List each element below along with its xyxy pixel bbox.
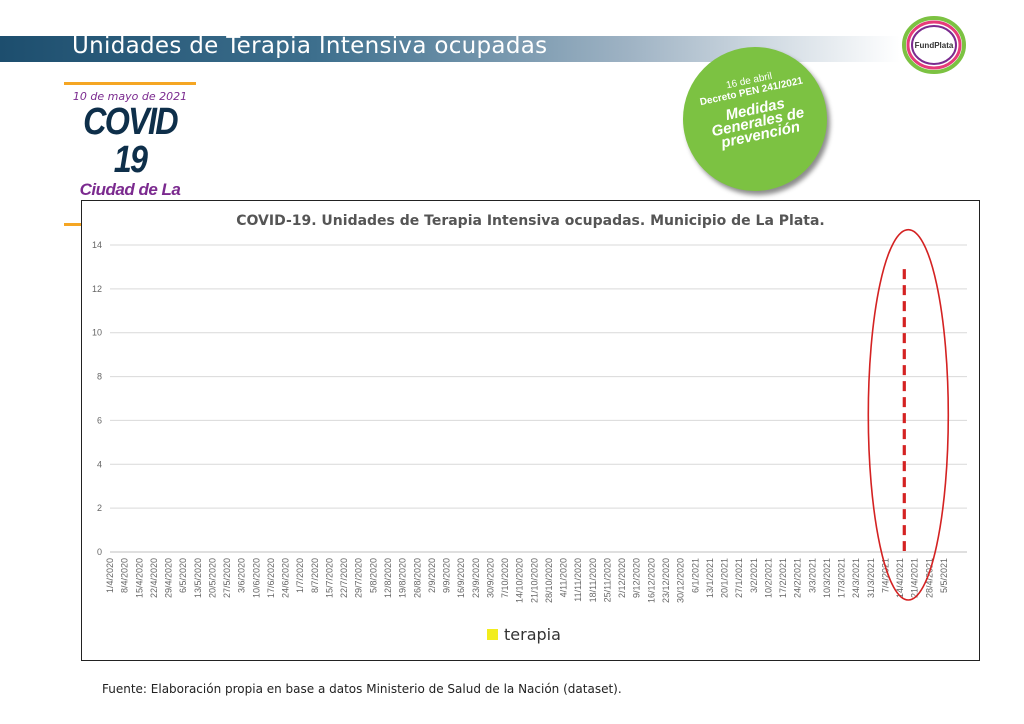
x-tick-label: 20/5/2020	[207, 558, 217, 598]
x-tick-label: 8/4/2020	[120, 558, 130, 593]
x-tick-label: 6/5/2020	[178, 558, 188, 593]
x-tick-label: 16/9/2020	[456, 558, 466, 598]
x-tick-label: 20/1/2021	[720, 558, 730, 598]
x-tick-label: 30/12/2020	[676, 558, 686, 603]
footer-source: Fuente: Elaboración propia en base a dat…	[102, 682, 622, 696]
report-date: 10 de mayo de 2021	[72, 90, 188, 103]
x-tick-label: 30/9/2020	[485, 558, 495, 598]
y-tick-label: 8	[97, 372, 102, 382]
x-tick-label: 14/4/2021	[895, 558, 905, 598]
x-tick-label: 3/2/2021	[749, 558, 759, 593]
x-tick-label: 15/7/2020	[324, 558, 334, 598]
y-tick-label: 10	[92, 328, 102, 338]
y-tick-label: 14	[92, 240, 102, 250]
x-tick-label: 13/1/2021	[705, 558, 715, 598]
decree-circle: 16 de abril Decreto PEN 241/2021 Medidas…	[683, 47, 827, 191]
x-tick-label: 1/7/2020	[295, 558, 305, 593]
x-tick-label: 23/9/2020	[471, 558, 481, 598]
x-tick-label: 6/1/2021	[690, 558, 700, 593]
x-tick-label: 12/8/2020	[383, 558, 393, 598]
x-tick-label: 21/4/2021	[910, 558, 920, 598]
x-tick-label: 17/3/2021	[837, 558, 847, 598]
x-tick-label: 17/2/2021	[778, 558, 788, 598]
x-tick-label: 10/3/2021	[822, 558, 832, 598]
x-tick-label: 16/12/2020	[646, 558, 656, 603]
x-tick-label: 7/10/2020	[500, 558, 510, 598]
x-tick-label: 29/4/2020	[164, 558, 174, 598]
x-tick-label: 4/11/2020	[559, 558, 569, 597]
legend-swatch-terapia	[487, 629, 498, 640]
covid-headline: COVID 19	[83, 101, 179, 181]
x-tick-label: 5/8/2020	[368, 558, 378, 593]
x-tick-label: 27/1/2021	[734, 558, 744, 598]
x-tick-label: 8/7/2020	[310, 558, 320, 593]
x-tick-label: 5/5/2021	[939, 558, 949, 593]
x-tick-label: 2/9/2020	[427, 558, 437, 593]
x-tick-label: 24/6/2020	[281, 558, 291, 598]
y-tick-label: 0	[97, 547, 102, 557]
y-tick-label: 4	[97, 459, 102, 469]
x-tick-label: 7/4/2021	[880, 558, 890, 593]
x-tick-label: 28/10/2020	[544, 558, 554, 603]
x-tick-label: 22/7/2020	[339, 558, 349, 598]
x-tick-label: 9/9/2020	[442, 558, 452, 593]
x-tick-label: 24/3/2021	[851, 558, 861, 598]
y-tick-label: 12	[92, 284, 102, 294]
y-tick-label: 2	[97, 503, 102, 513]
highlight-ellipse	[867, 228, 950, 601]
page-title: Unidades de Terapia Intensiva ocupadas	[72, 33, 548, 59]
x-tick-label: 1/4/2020	[105, 558, 115, 593]
legend-label-terapia: terapia	[504, 625, 561, 644]
x-tick-label: 27/5/2020	[222, 558, 232, 598]
x-tick-label: 14/10/2020	[515, 558, 525, 603]
x-tick-label: 25/11/2020	[602, 558, 612, 602]
x-tick-label: 31/3/2021	[866, 558, 876, 598]
chart-frame: COVID-19. Unidades de Terapia Intensiva …	[81, 200, 980, 661]
x-tick-label: 11/11/2020	[573, 558, 583, 602]
fundplata-logo: FundPlata	[902, 16, 966, 74]
x-tick-label: 29/7/2020	[354, 558, 364, 598]
x-tick-label: 3/3/2021	[807, 558, 817, 593]
y-tick-label: 6	[97, 415, 102, 425]
x-tick-label: 21/10/2020	[529, 558, 539, 603]
x-tick-label: 9/12/2020	[632, 558, 642, 598]
x-tick-label: 2/12/2020	[617, 558, 627, 598]
x-tick-label: 13/5/2020	[193, 558, 203, 598]
x-tick-label: 15/4/2020	[134, 558, 144, 598]
x-tick-label: 19/8/2020	[398, 558, 408, 598]
chart-svg: 0 2 4 6 8 10 12 14 1/4/2020 8/4/2020 15/4/2020 22/4…	[92, 228, 967, 644]
x-tick-label: 3/6/2020	[237, 558, 247, 593]
x-tick-label: 17/6/2020	[266, 558, 276, 598]
x-tick-label: 28/4/2021	[924, 558, 934, 598]
logo-text: FundPlata	[915, 41, 954, 50]
x-tick-label: 23/12/2020	[661, 558, 671, 603]
x-tick-label: 18/11/2020	[588, 558, 598, 602]
x-tick-label: 26/8/2020	[412, 558, 422, 598]
chart-title: COVID-19. Unidades de Terapia Intensiva …	[236, 213, 825, 229]
x-tick-label: 10/6/2020	[251, 558, 261, 598]
x-tick-label: 24/2/2021	[793, 558, 803, 598]
x-tick-label: 10/2/2021	[763, 558, 773, 598]
x-tick-label: 22/4/2020	[149, 558, 159, 598]
